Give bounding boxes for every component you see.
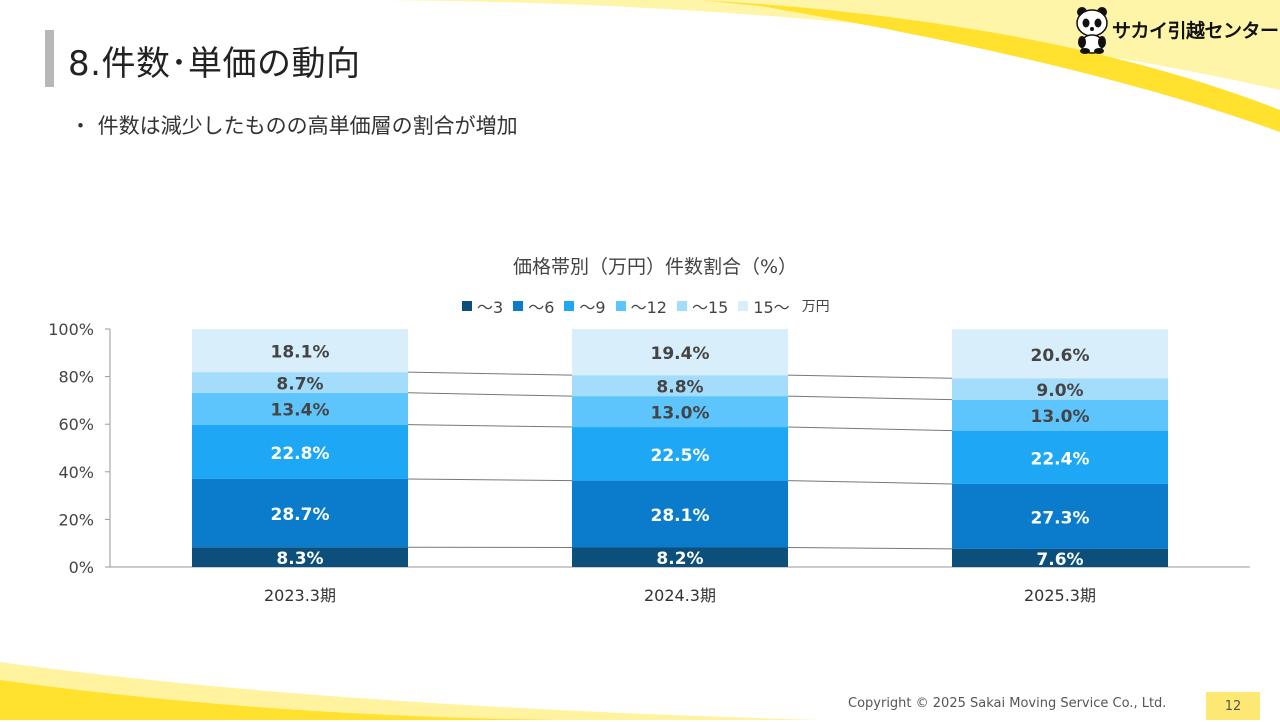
- x-category-label: 2023.3期: [264, 586, 336, 605]
- page-number: 12: [1206, 692, 1260, 720]
- data-label: 8.8%: [656, 378, 703, 398]
- data-label: 8.3%: [276, 549, 323, 569]
- data-label: 7.6%: [1036, 550, 1083, 570]
- x-category-label: 2025.3期: [1024, 586, 1096, 605]
- data-label: 13.0%: [651, 404, 710, 424]
- copyright-text: Copyright © 2025 Sakai Moving Service Co…: [848, 696, 1166, 711]
- y-tick-label: 40%: [58, 463, 94, 482]
- data-label: 28.1%: [651, 506, 710, 526]
- series-connector-line: [788, 396, 952, 400]
- data-label: 27.3%: [1031, 508, 1090, 528]
- data-label: 8.2%: [656, 549, 703, 569]
- x-category-label: 2024.3期: [644, 586, 716, 605]
- data-label: 18.1%: [271, 343, 330, 363]
- y-tick-label: 100%: [48, 320, 94, 339]
- y-tick-label: 80%: [58, 368, 94, 387]
- data-label: 9.0%: [1036, 381, 1083, 401]
- data-label: 13.0%: [1031, 407, 1090, 427]
- data-label: 22.4%: [1031, 449, 1090, 469]
- series-connector-line: [408, 393, 572, 396]
- data-label: 8.7%: [276, 374, 323, 394]
- series-connector-line: [788, 427, 952, 431]
- data-label: 19.4%: [651, 344, 710, 364]
- data-label: 22.8%: [271, 444, 330, 464]
- series-connector-line: [408, 425, 572, 427]
- y-tick-label: 60%: [58, 415, 94, 434]
- data-label: 22.5%: [651, 446, 710, 466]
- data-label: 20.6%: [1031, 346, 1090, 366]
- y-tick-label: 0%: [69, 558, 94, 577]
- data-label: 13.4%: [271, 401, 330, 421]
- data-label: 28.7%: [271, 505, 330, 525]
- series-connector-line: [788, 375, 952, 378]
- series-connector-line: [408, 372, 572, 375]
- series-connector-line: [788, 547, 952, 548]
- series-connector-line: [788, 481, 952, 484]
- series-connector-line: [408, 479, 572, 481]
- y-tick-label: 20%: [58, 510, 94, 529]
